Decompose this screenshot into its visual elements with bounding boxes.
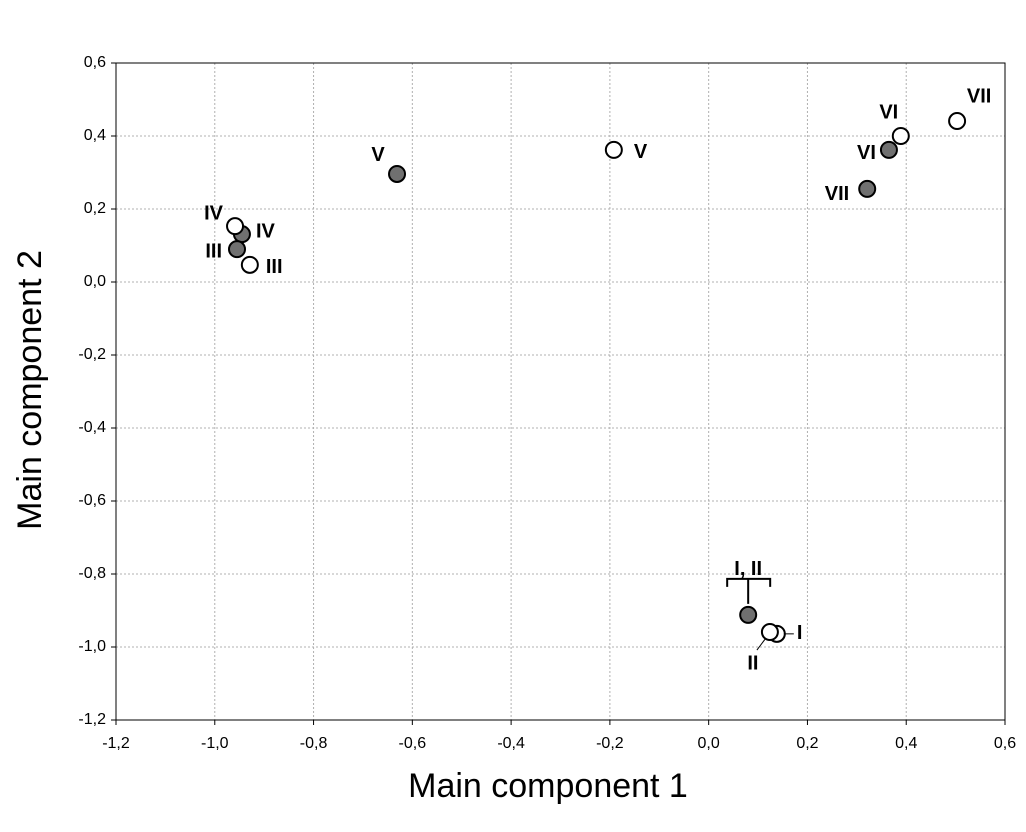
- point-label: VI: [857, 142, 876, 164]
- bracket: [726, 577, 772, 604]
- y-tick-label: 0,2: [84, 200, 106, 217]
- point-label: IV: [256, 220, 276, 242]
- y-tick-label: 0,4: [84, 127, 106, 144]
- y-axis-title: Main component 2: [11, 250, 49, 530]
- point: [604, 140, 623, 159]
- x-tick-label: 0,4: [895, 735, 917, 752]
- y-tick-label: -1,0: [78, 638, 106, 655]
- x-tick-label: 0,2: [796, 735, 818, 752]
- y-tick-label: -0,4: [78, 419, 106, 436]
- point-label: VI: [879, 101, 898, 123]
- x-tick-label: 0,6: [994, 735, 1016, 752]
- point: [891, 127, 910, 145]
- y-tick-label: -1,2: [78, 711, 106, 728]
- point: [858, 179, 877, 198]
- point: [879, 140, 898, 159]
- point-label: VII: [967, 85, 991, 107]
- point-label: V: [634, 141, 648, 163]
- point-label: VII: [825, 183, 849, 205]
- point: [739, 605, 758, 624]
- point-label: III: [205, 240, 222, 262]
- point: [226, 217, 245, 236]
- x-tick-label: -1,0: [201, 735, 229, 752]
- x-tick-label: 0,0: [698, 735, 720, 752]
- point-label: V: [371, 144, 385, 166]
- x-tick-label: -0,2: [596, 735, 624, 752]
- x-tick-label: -0,6: [399, 735, 427, 752]
- y-tick-label: 0,0: [84, 273, 106, 290]
- x-axis-title: Main component 1: [408, 767, 688, 805]
- plot-frame: [115, 62, 1006, 721]
- point-label: III: [266, 256, 283, 278]
- x-tick-label: -0,4: [497, 735, 525, 752]
- y-tick-label: -0,8: [78, 565, 106, 582]
- point-label: IV: [204, 202, 224, 224]
- y-tick-label: -0,6: [78, 492, 106, 509]
- point-label: I: [797, 622, 803, 644]
- point: [240, 255, 259, 274]
- point: [228, 240, 247, 259]
- point: [948, 112, 967, 131]
- point: [760, 623, 779, 642]
- x-tick-label: -0,8: [300, 735, 328, 752]
- point-label: I, II: [734, 558, 762, 580]
- y-tick-label: -0,2: [78, 346, 106, 363]
- y-tick-label: 0,6: [84, 54, 106, 71]
- x-tick-label: -1,2: [102, 735, 130, 752]
- point: [388, 164, 407, 183]
- point-label: II: [747, 652, 758, 674]
- leader-line: [756, 637, 767, 651]
